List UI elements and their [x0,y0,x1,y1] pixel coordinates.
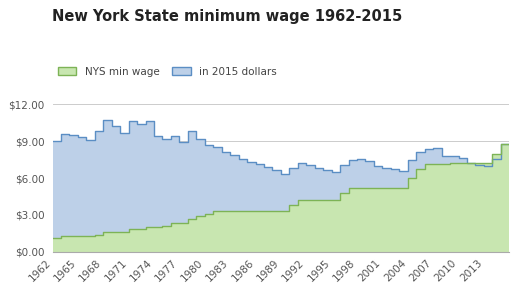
Text: New York State minimum wage 1962-2015: New York State minimum wage 1962-2015 [52,9,403,24]
Legend: NYS min wage, in 2015 dollars: NYS min wage, in 2015 dollars [58,67,277,77]
